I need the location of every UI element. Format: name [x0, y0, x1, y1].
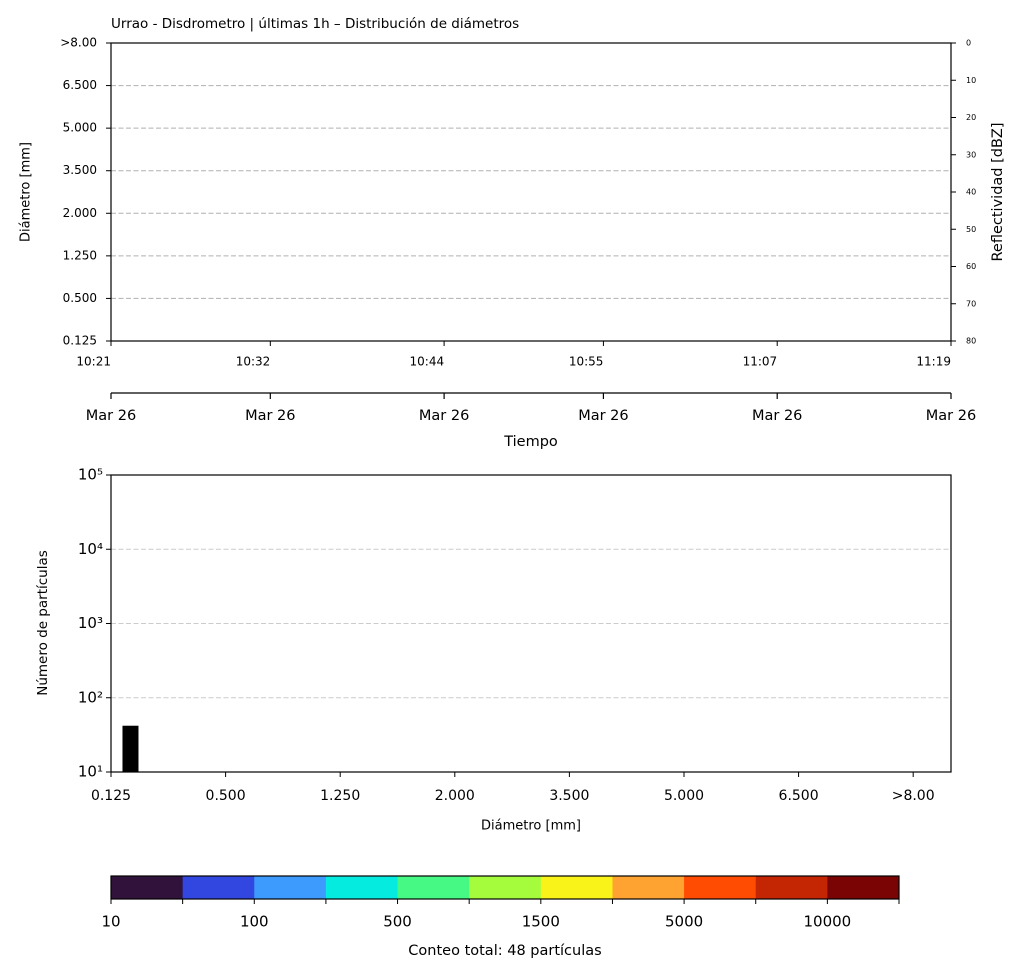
colorbar-segment — [325, 876, 399, 899]
colorbar-segment — [612, 876, 685, 899]
y-tick-label: 10³ — [78, 614, 103, 632]
x2-tick-label: Mar 26 — [245, 408, 295, 424]
colorbar-segment — [111, 876, 184, 899]
colorbar-tick-label: 10 — [101, 913, 120, 931]
plot-frame — [110, 474, 952, 773]
colorbar-label: Conteo total: 48 partículas — [408, 943, 601, 959]
colorbar-segment — [755, 876, 828, 899]
bar — [122, 725, 139, 772]
x2-tick-label: Mar 26 — [419, 408, 469, 424]
colorbar-tick-label: 10000 — [804, 913, 852, 931]
colorbar-segment — [827, 876, 900, 899]
y-tick-label: 1.250 — [63, 248, 97, 262]
y-tick-label: 3.500 — [63, 163, 97, 177]
colorbar-segment — [397, 876, 470, 899]
y-tick-label: 10⁴ — [78, 540, 103, 558]
colorbar-segment — [469, 876, 542, 899]
colorbar-segment — [254, 876, 327, 899]
y2-axis-label: Reflectividad [dBZ] — [990, 123, 1006, 262]
colorbar-tick-label: 5000 — [665, 913, 703, 931]
x-tick-label: 6.500 — [779, 788, 819, 804]
y2-tick-label: 0 — [966, 39, 971, 48]
y2-tick-label: 40 — [966, 188, 976, 197]
x-axis-label: Tiempo — [503, 434, 558, 450]
y-axis-label: Número de partículas — [35, 550, 51, 696]
x2-tick-label: Mar 26 — [578, 408, 628, 424]
x2-tick-label: Mar 26 — [752, 408, 802, 424]
x-tick-label: 11:07 — [743, 355, 778, 369]
y-tick-label: 10² — [78, 688, 103, 706]
x-tick-label: 0.125 — [91, 788, 131, 804]
x-tick-label: 11:19 — [916, 355, 951, 369]
colorbar-tick-label: 100 — [240, 913, 269, 931]
y-tick-label: 10¹ — [78, 763, 103, 781]
x2-tick-label: Mar 26 — [926, 408, 976, 424]
y2-tick-label: 30 — [966, 150, 976, 159]
y-tick-label: 6.500 — [63, 78, 97, 92]
x-tick-label: 10:21 — [76, 355, 111, 369]
y-axis-label: Diámetro [mm] — [19, 142, 34, 242]
x-tick-label: 5.000 — [664, 788, 704, 804]
x-tick-label: 10:55 — [569, 355, 604, 369]
colorbar-segment — [182, 876, 255, 899]
colorbar-frame — [110, 875, 900, 900]
colorbar-tick-label: 1500 — [522, 913, 560, 931]
x-tick-label: 0.500 — [206, 788, 246, 804]
y2-tick-label: 50 — [966, 225, 976, 234]
y2-tick-label: 80 — [966, 337, 976, 346]
x-axis-label: Diámetro [mm] — [481, 819, 581, 834]
y2-tick-label: 20 — [966, 113, 976, 122]
x2-tick-label: Mar 26 — [86, 408, 136, 424]
y-tick-label: 0.500 — [63, 291, 97, 305]
x-tick-label: 10:32 — [236, 355, 271, 369]
x-tick-label: 3.500 — [549, 788, 589, 804]
y2-tick-label: 70 — [966, 299, 976, 308]
y-tick-label: 2.000 — [63, 206, 97, 220]
colorbar-tick-label: 500 — [383, 913, 412, 931]
y-tick-label: 5.000 — [63, 121, 97, 135]
chart-title: Urrao - Disdrometro | últimas 1h – Distr… — [111, 16, 519, 32]
y2-tick-label: 10 — [966, 76, 976, 85]
plot-frame — [110, 42, 952, 342]
y-tick-label: 0.125 — [63, 334, 97, 348]
colorbar-segment — [684, 876, 757, 899]
y2-tick-label: 60 — [966, 262, 976, 271]
colorbar-segment — [540, 876, 613, 899]
x-tick-label: 10:44 — [410, 355, 445, 369]
x-tick-label: 1.250 — [320, 788, 360, 804]
y-tick-label: 10⁵ — [78, 466, 103, 484]
y-tick-label: >8.00 — [60, 36, 97, 50]
x-tick-label: 2.000 — [435, 788, 475, 804]
x-tick-label: >8.00 — [892, 788, 935, 804]
